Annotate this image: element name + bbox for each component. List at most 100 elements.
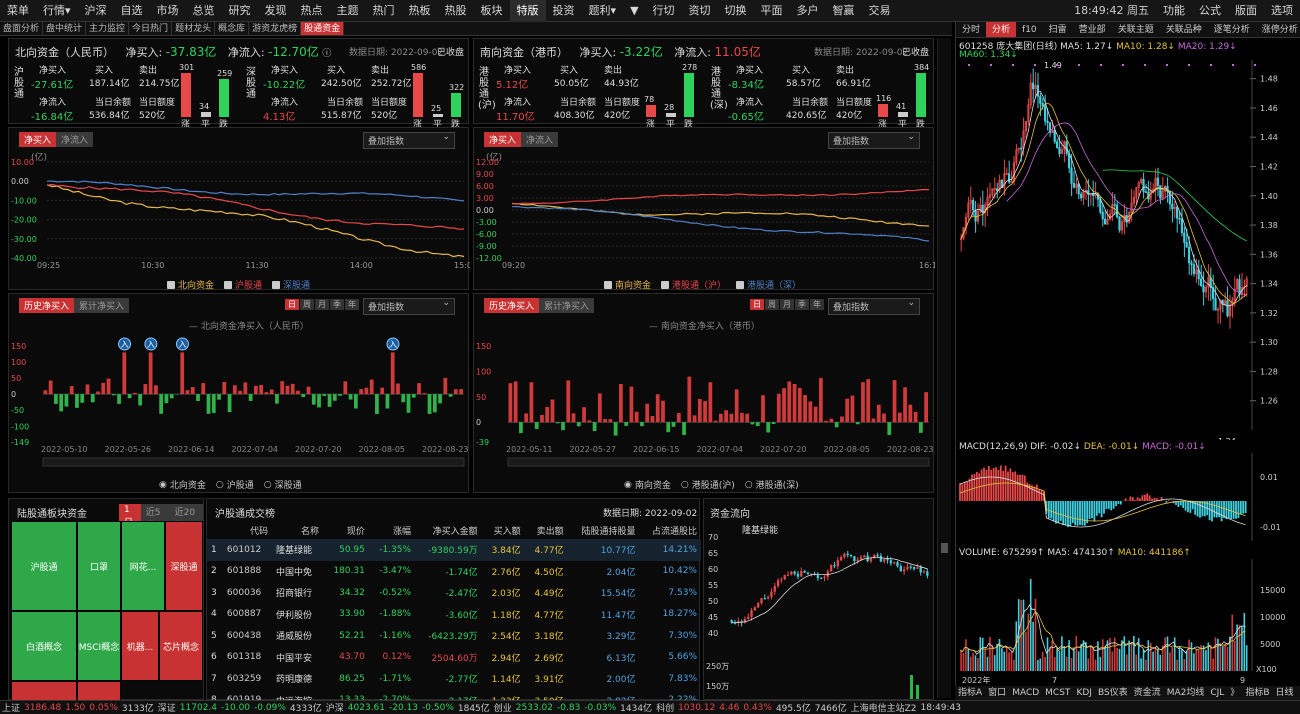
table-row[interactable]: 3 600036 招商银行 34.32 -0.52% -2.47亿 2.03亿 4.49亿 15… [207,582,701,604]
radio-icon[interactable]: ○ [263,479,272,490]
sub-item-0[interactable]: 盘面分析 [0,22,44,35]
radio-item-0[interactable]: ◉ 北向资金 [159,478,206,492]
right-tab-2[interactable]: f10 [1022,25,1037,35]
menu-right-2[interactable]: 版面 [1235,3,1257,17]
menu-item-1[interactable]: 行情▾ [43,3,71,17]
indicator-tab-2[interactable]: MACD [1012,688,1040,698]
right-tab-6[interactable]: 关联品种 [1165,25,1202,35]
checkbox-icon[interactable] [224,280,233,289]
indicator-tab-6[interactable]: 资金流 [1133,688,1161,698]
tab-net-buy[interactable]: 净买入 [19,132,57,147]
range-scroll[interactable] [507,457,930,467]
period-d[interactable]: 日 [750,299,764,310]
sector-cell[interactable]: 深股通 [165,521,203,611]
range-scroll[interactable] [42,457,465,467]
legend-item-0[interactable]: 北向资金 [167,278,214,291]
radio-item-0[interactable]: ◉ 南向资金 [624,478,671,492]
menu-right-3[interactable]: 选项 [1271,3,1293,17]
menu-item-2[interactable]: 沪深 [84,3,107,17]
right-tab-7[interactable]: 逐笔分析 [1213,25,1250,35]
period-q[interactable]: 季 [795,299,809,310]
period-y[interactable]: 年 [810,299,824,310]
indicator-tab-4[interactable]: KDJ [1076,688,1092,698]
right-tab-5[interactable]: 关联主题 [1117,25,1154,35]
period-q[interactable]: 季 [330,299,344,310]
radio-icon[interactable]: ○ [680,479,689,490]
right-tab-4[interactable]: 营业部 [1078,25,1106,35]
menu-item-18[interactable]: 行切 [652,3,675,17]
menu-item-22[interactable]: 多户 [796,3,819,17]
sub-item-7[interactable]: 股通资金 [301,22,345,35]
tab-net-buy-south[interactable]: 净买入 [484,132,522,147]
sector-cell[interactable]: 白酒概念 [11,611,77,681]
menu-item-21[interactable]: 平面 [760,3,783,17]
overlay-index-dropdown-hist[interactable]: 叠加指数 [363,298,455,315]
radio-icon[interactable]: ○ [215,479,224,490]
tab-net-inflow-south[interactable]: 净流入 [521,132,559,147]
right-tab-8[interactable]: 涨停分析 [1261,25,1298,35]
menu-item-12[interactable]: 热股 [444,3,467,17]
menu-item-0[interactable]: 菜单 [7,3,29,17]
menu-item-9[interactable]: 主题 [336,3,359,17]
column-header[interactable]: 净买入金额 [432,526,478,537]
overlay-index-dropdown-south[interactable]: 叠加指数 [828,132,920,149]
menu-item-19[interactable]: 资切 [688,3,711,17]
legend-item-1[interactable]: 沪股通 [224,278,262,291]
menu-item-6[interactable]: 研究 [228,3,251,17]
overlay-index-dropdown-hist-south[interactable]: 叠加指数 [828,298,920,315]
legend-item-0[interactable]: 南向资金 [604,278,651,291]
checkbox-icon[interactable] [272,280,281,289]
right-tab-3[interactable]: 扫雷 [1048,25,1067,35]
column-header[interactable]: 现价 [346,526,365,537]
menu-item-10[interactable]: 热门 [372,3,395,17]
column-header[interactable]: 涨幅 [393,526,412,537]
menu-right-0[interactable]: 功能 [1163,3,1185,17]
radio-item-1[interactable]: ○ 沪股通 [215,478,254,492]
sector-cell[interactable]: 网花... [121,521,165,611]
menu-item-15[interactable]: 投资 [552,3,575,17]
radio-item-2[interactable]: ○ 深股通 [263,478,302,492]
period-d[interactable]: 日 [285,299,299,310]
menu-item-3[interactable]: 自选 [120,3,143,17]
radio-item-1[interactable]: ○ 港股通(沪) [680,478,735,492]
column-header[interactable]: 占流通股比 [651,526,697,537]
radio-icon[interactable]: ◉ [624,479,632,490]
help-icon[interactable]: ⓘ [322,49,332,59]
period-w[interactable]: 周 [765,299,779,310]
indicator-tab-7[interactable]: MA2均线 [1166,688,1205,698]
right-tab-1[interactable]: 分析 [986,22,1017,37]
sector-cell[interactable]: 口罩 [77,521,121,611]
table-row[interactable]: 2 601888 中国中免 180.31 -3.47% -1.74亿 2.76亿 4.50亿 2… [207,561,701,583]
sub-item-5[interactable]: 概念库 [215,22,250,35]
menu-item-24[interactable]: 交易 [868,3,891,17]
indicator-tab-9[interactable]: 》 [1230,688,1240,698]
table-row[interactable]: 5 600438 通威股份 52.21 -1.16% -6423.29万 2.54亿 3.18… [207,625,701,647]
radio-icon[interactable]: ◉ [159,479,167,490]
menu-item-7[interactable]: 发现 [264,3,287,17]
table-row[interactable]: 7 603259 药明康德 86.25 -1.71% -2.77亿 1.14亿 3.91亿 2.… [207,668,701,690]
legend-item-2[interactable]: 深股通 [272,278,310,291]
period-w[interactable]: 周 [300,299,314,310]
checkbox-icon[interactable] [604,280,612,289]
column-header[interactable] [207,521,223,539]
sector-cell-partial[interactable] [77,681,121,701]
tab-net-inflow[interactable]: 净流入 [56,132,94,147]
menu-item-13[interactable]: 板块 [480,3,503,17]
sector-cell[interactable]: 沪股通 [11,521,77,611]
tab-hist-sum-south[interactable]: 累计净买入 [539,298,595,313]
menu-item-4[interactable]: 市场 [156,3,179,17]
column-header[interactable]: 代码 [250,526,269,537]
indicator-tab-0[interactable]: 指标A [958,688,983,698]
checkbox-icon[interactable] [167,280,175,289]
table-row[interactable]: 6 601318 中国平安 43.70 0.12% 2504.60万 2.94亿 2.69亿 6… [207,647,701,669]
checkbox-icon[interactable] [661,280,670,289]
menu-item-16[interactable]: 题利▾ [588,3,617,17]
indicator-tab-11[interactable]: 日线 [1275,688,1294,698]
overlay-index-dropdown[interactable]: 叠加指数 [363,132,455,149]
menu-item-17[interactable]: ▼ [630,3,639,17]
period-m[interactable]: 月 [315,299,329,310]
menu-item-20[interactable]: 切换 [724,3,747,17]
menu-item-5[interactable]: 总览 [192,3,215,17]
sector-cell[interactable]: 机器... [121,611,159,681]
indicator-tab-8[interactable]: CJL [1210,688,1225,698]
